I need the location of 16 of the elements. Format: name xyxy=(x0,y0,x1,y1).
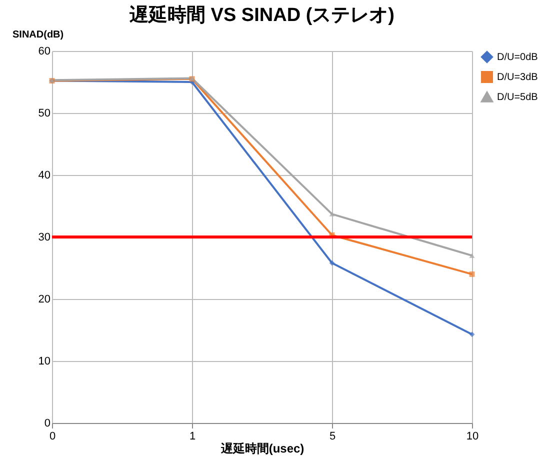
y-tick-label: 60 xyxy=(38,46,50,58)
legend-label: D/U=0dB xyxy=(497,52,538,63)
x-tick-label: 5 xyxy=(329,430,336,442)
y-tick-label: 50 xyxy=(38,108,50,120)
x-tick-label: 10 xyxy=(466,430,479,442)
legend-label: D/U=5dB xyxy=(497,92,538,103)
legend-label: D/U=3dB xyxy=(497,72,538,83)
y-tick-label: 10 xyxy=(38,356,50,368)
x-tick-label: 1 xyxy=(189,430,196,442)
y-tick-label: 30 xyxy=(38,232,50,244)
y-axis-title: SINAD(dB) xyxy=(12,30,64,40)
y-tick-label: 40 xyxy=(38,170,50,182)
x-axis-title: 遅延時間(usec) xyxy=(220,442,304,456)
y-tick-label: 20 xyxy=(38,294,50,306)
y-tick-label: 0 xyxy=(44,418,50,430)
chart-title: 遅延時間 VS SINAD (ステレオ) xyxy=(128,4,394,26)
